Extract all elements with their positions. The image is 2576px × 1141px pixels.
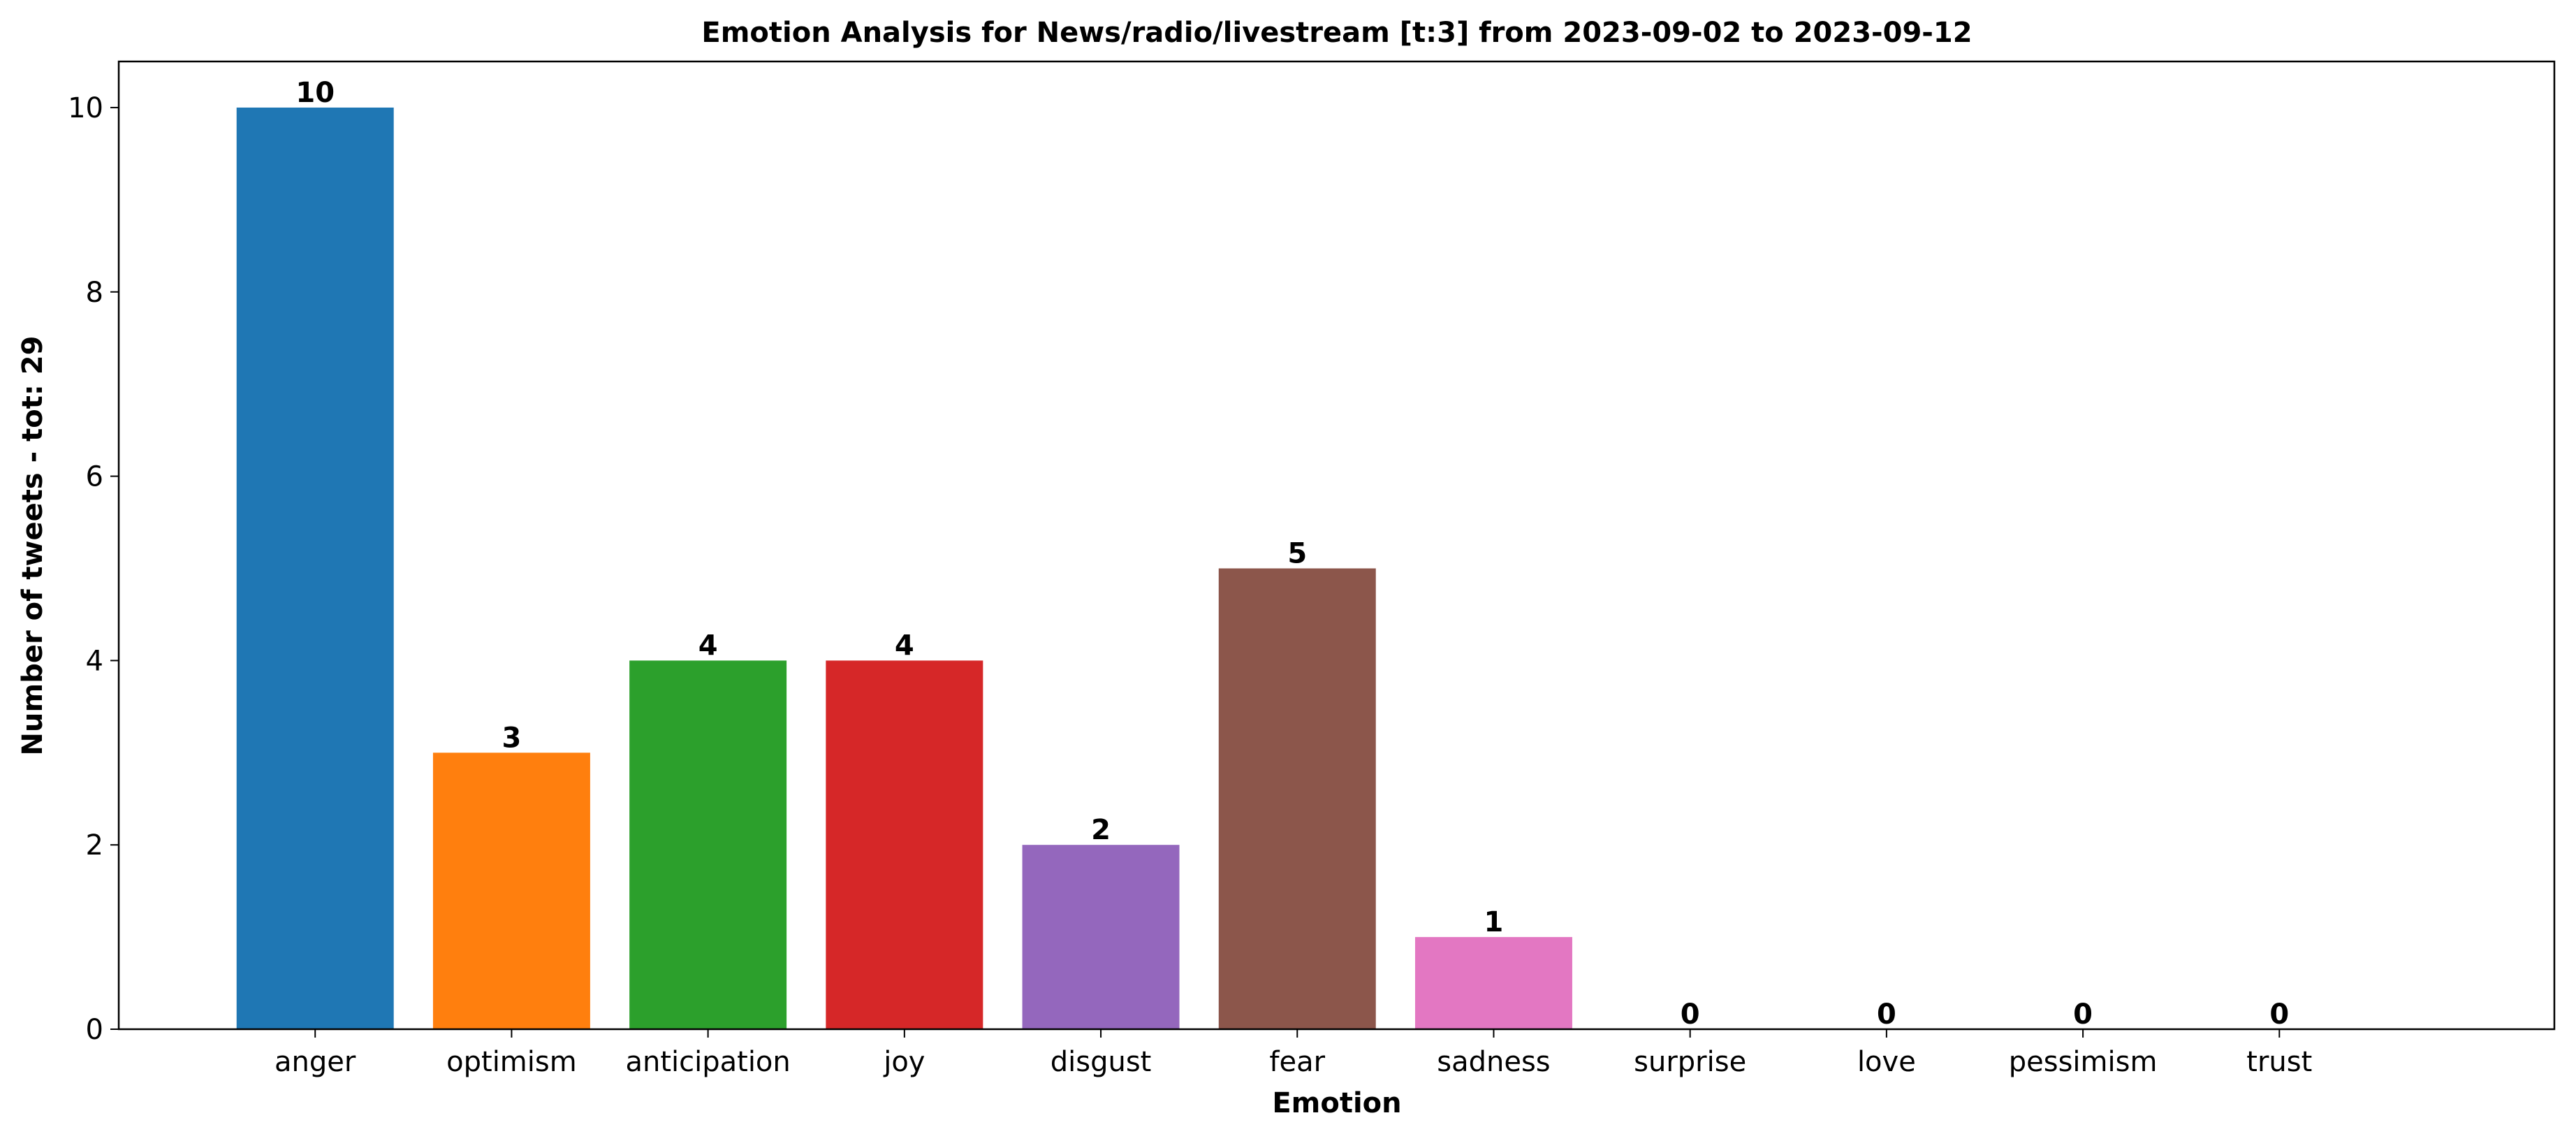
y-axis-title: Number of tweets - tot: 29	[17, 336, 49, 756]
y-tick-label-10: 10	[68, 92, 103, 124]
value-label-optimism: 3	[502, 722, 521, 754]
value-label-anger: 10	[295, 77, 335, 109]
value-label-disgust: 2	[1091, 814, 1111, 846]
value-label-joy: 4	[895, 630, 914, 662]
value-label-fear: 5	[1287, 537, 1307, 569]
bar-sadness	[1414, 937, 1572, 1029]
bars-layer	[236, 107, 1572, 1029]
bar-anger	[236, 107, 394, 1029]
bar-disgust	[1022, 845, 1180, 1029]
value-label-trust: 0	[2269, 998, 2289, 1031]
value-label-pessimism: 0	[2073, 998, 2093, 1031]
x-tick-label-anger: anger	[275, 1046, 356, 1078]
y-tick-label-2: 2	[86, 829, 103, 862]
chart-title: Emotion Analysis for News/radio/livestre…	[701, 17, 1972, 49]
value-label-love: 0	[1877, 998, 1896, 1031]
x-axis: anger optimism anticipation joy disgust fear s…	[275, 1029, 2312, 1078]
value-label-surprise: 0	[1681, 998, 1700, 1031]
y-tick-label-0: 0	[86, 1014, 103, 1046]
plot-frame	[117, 60, 2556, 1031]
y-axis: 0 2 4 6 8 10	[68, 92, 119, 1046]
x-tick-label-surprise: surprise	[1634, 1046, 1746, 1078]
x-tick-label-love: love	[1857, 1046, 1916, 1078]
bar-optimism	[432, 753, 590, 1029]
x-tick-label-disgust: disgust	[1051, 1046, 1152, 1078]
x-tick-label-fear: fear	[1269, 1046, 1325, 1078]
x-tick-label-trust: trust	[2246, 1046, 2312, 1078]
x-tick-label-sadness: sadness	[1437, 1046, 1550, 1078]
y-tick-label-8: 8	[86, 277, 103, 309]
x-tick-label-joy: joy	[883, 1046, 925, 1078]
x-axis-title: Emotion	[1272, 1087, 1401, 1119]
bar-anticipation	[629, 660, 787, 1029]
x-tick-label-optimism: optimism	[446, 1046, 577, 1078]
y-tick-label-4: 4	[86, 645, 103, 677]
value-label-anticipation: 4	[698, 630, 718, 662]
value-label-sadness: 1	[1484, 906, 1504, 938]
y-tick-label-6: 6	[86, 461, 103, 493]
bar-joy	[826, 660, 983, 1029]
x-tick-label-pessimism: pessimism	[2009, 1046, 2158, 1078]
x-tick-label-anticipation: anticipation	[625, 1046, 790, 1078]
bar-fear	[1218, 568, 1376, 1029]
